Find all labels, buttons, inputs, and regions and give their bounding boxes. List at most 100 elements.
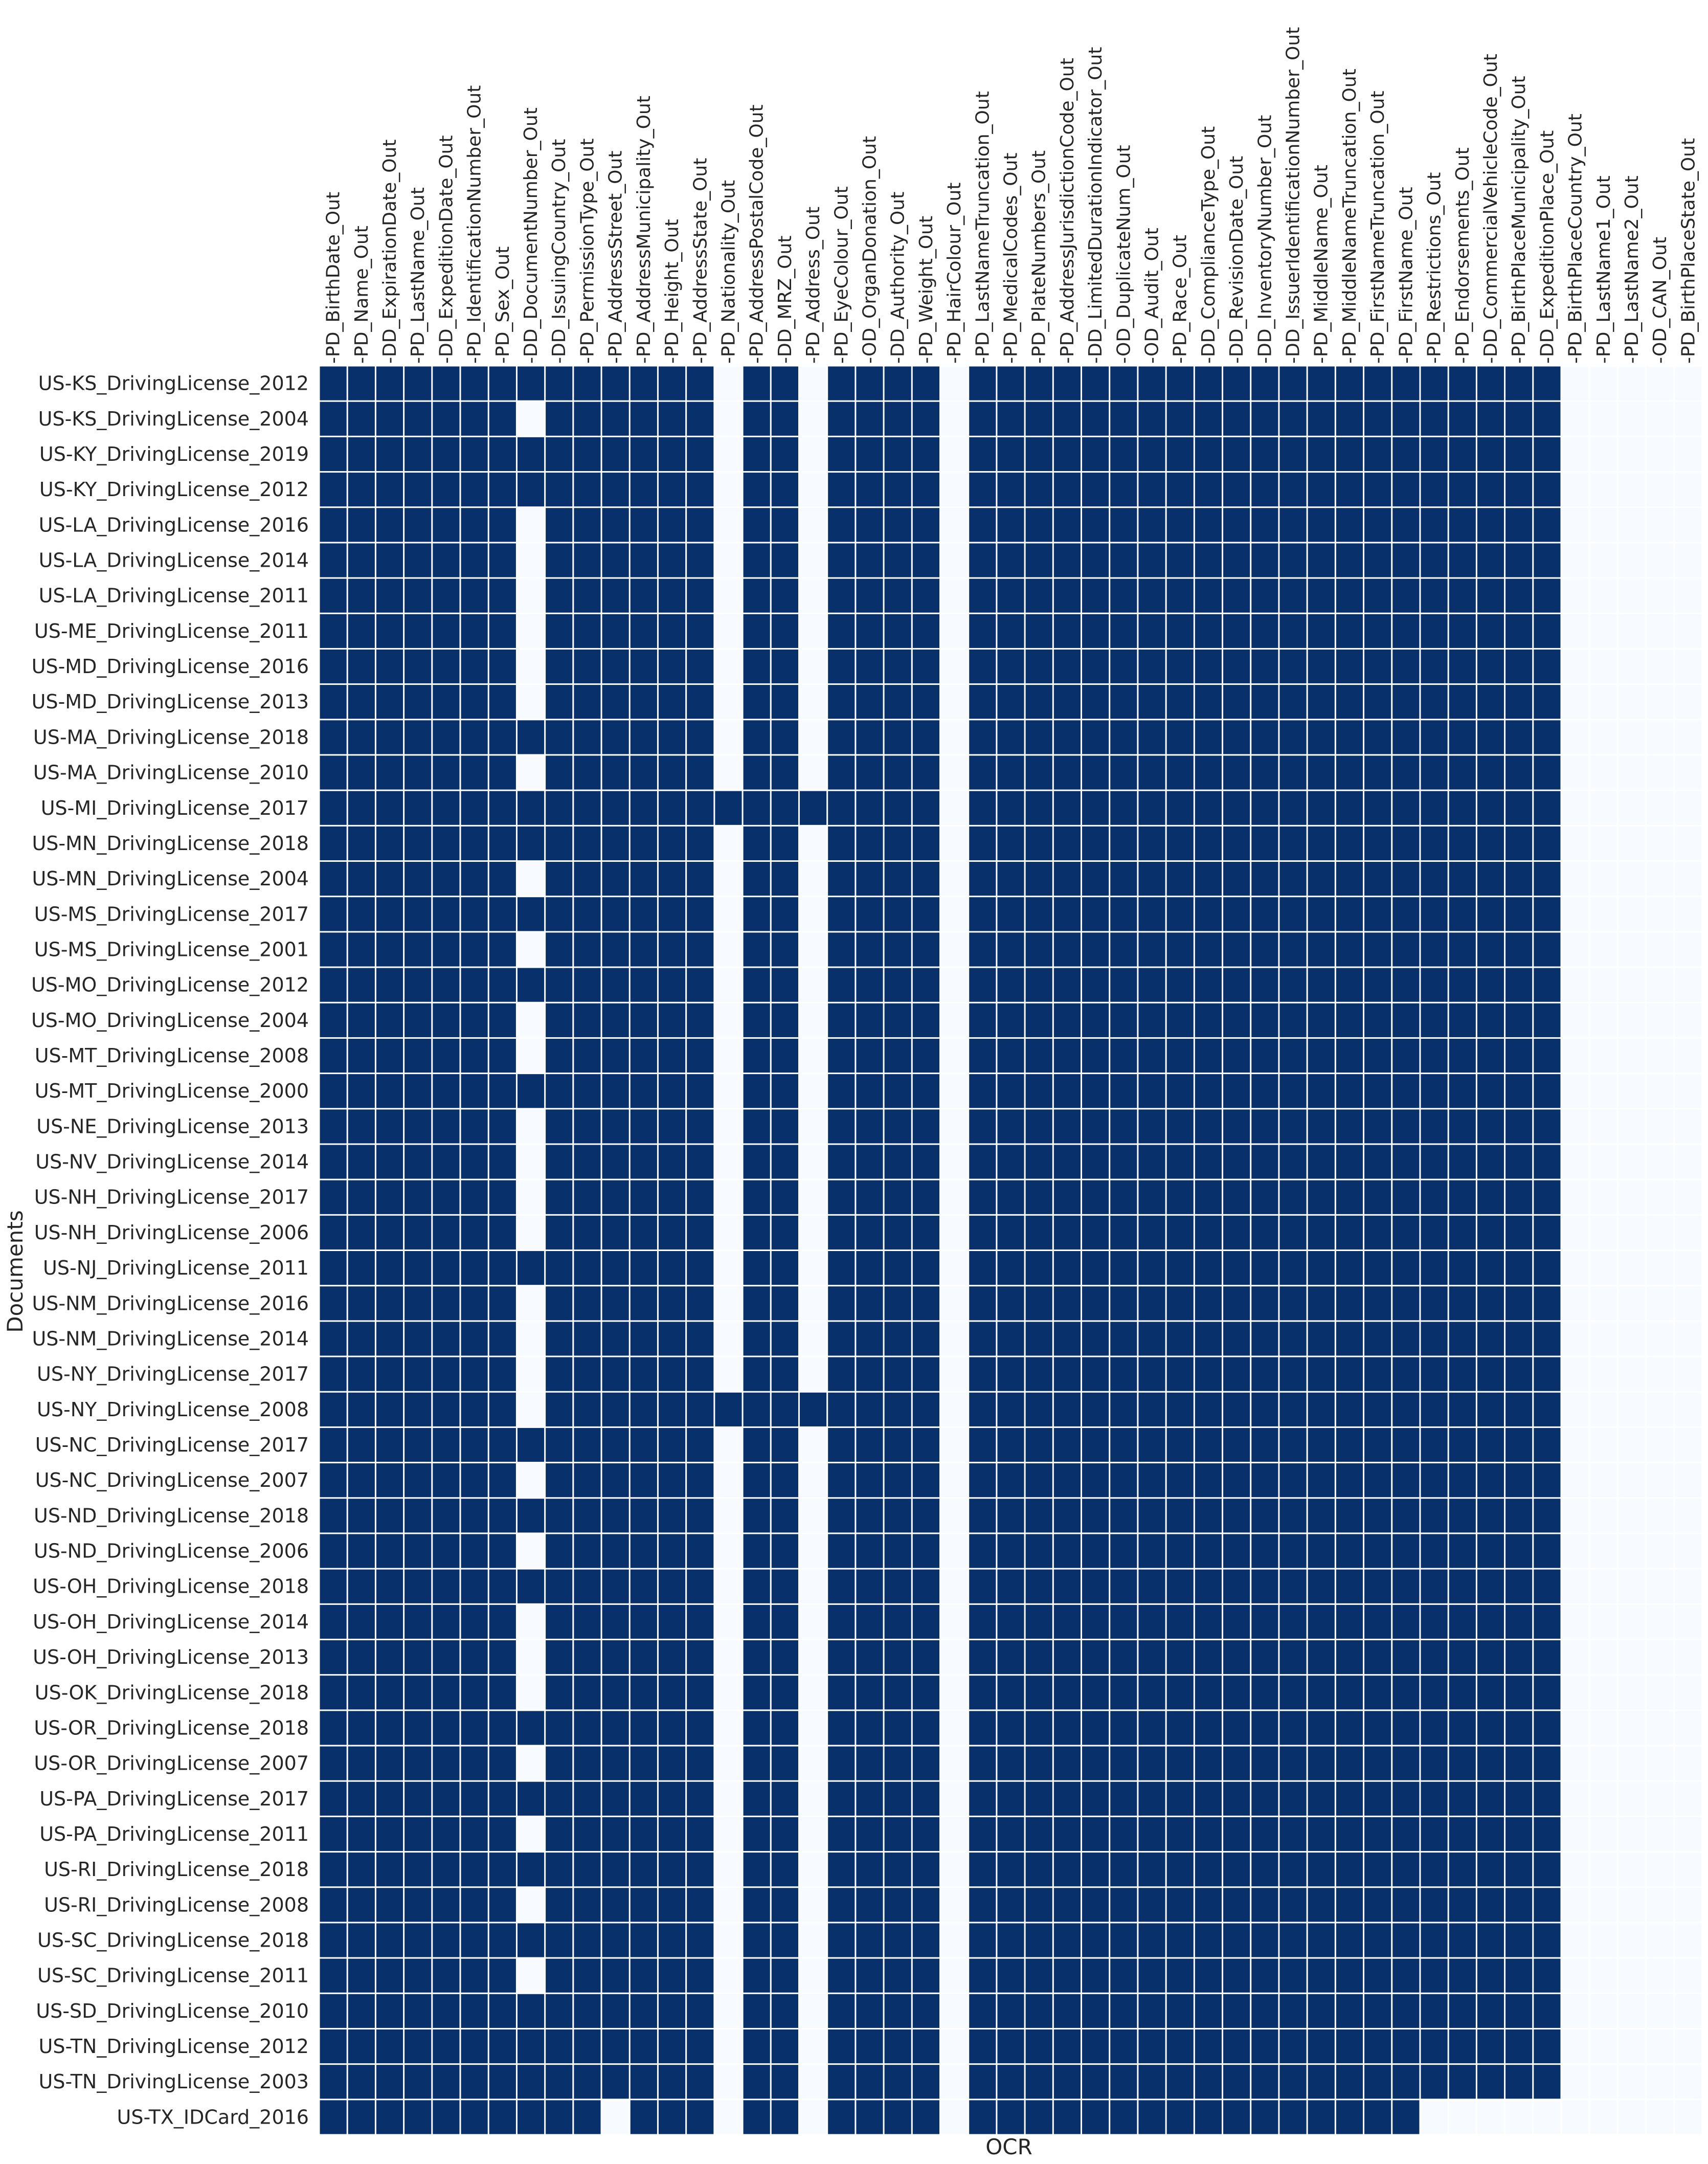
heatmap-cell [743,1215,770,1250]
heatmap-cell [1138,862,1165,896]
x-tick-label: -DD_InventoryNumber_Out [1254,115,1275,364]
heatmap-cell [1675,614,1702,648]
heatmap-cell [574,1676,601,1710]
heatmap-cell [1534,2100,1561,2134]
heatmap-cell [348,1640,375,1675]
heatmap-cell [1336,578,1363,613]
heatmap-cell [1166,1286,1194,1321]
heatmap-cell [1082,543,1109,577]
heatmap-cell [1336,1074,1363,1108]
heatmap-cell [658,473,686,507]
heatmap-cell [1562,1711,1589,1745]
heatmap-cell [630,1958,657,1993]
heatmap-cell [1336,2100,1363,2134]
heatmap-cell [1025,1958,1052,1993]
x-tick-label: -PD_IdentificationNumber_Out [464,85,485,364]
heatmap-cell [1562,508,1589,542]
heatmap-cell [1647,1499,1674,1533]
heatmap-cell [715,1286,742,1321]
heatmap-cell [1279,897,1307,931]
heatmap-cell [799,614,827,648]
heatmap-cell [1166,826,1194,861]
y-tick-label: US-NE_DrivingLicense_2013 [36,1115,309,1137]
heatmap-cell [884,1604,911,1639]
x-tick-label: -PD_MiddleNameTruncation_Out [1339,69,1360,364]
heatmap-cell [1534,685,1561,719]
heatmap-cell [687,2029,714,2064]
heatmap-cell [1195,1853,1222,1887]
heatmap-cell [517,1994,545,2028]
heatmap-cell [1138,508,1165,542]
heatmap-cell [1279,614,1307,648]
heatmap-cell [1392,1215,1420,1250]
heatmap-cell [1110,1676,1137,1710]
heatmap-cell [320,1676,347,1710]
y-tick-label: US-NM_DrivingLicense_2016 [32,1292,309,1314]
heatmap-cell [969,791,996,825]
heatmap-cell [1251,2065,1278,2099]
heatmap-cell [912,826,939,861]
heatmap-cell [404,720,432,754]
heatmap-cell [1195,1463,1222,1498]
y-tick-label: US-KY_DrivingLicense_2019 [39,443,309,465]
heatmap-cell [1195,1640,1222,1675]
heatmap-cell [1251,1534,1278,1568]
heatmap-cell [376,1853,403,1887]
heatmap-cell [1590,1322,1617,1356]
heatmap-cell [1279,1427,1307,1462]
heatmap-cell [517,1427,545,1462]
heatmap-cell [404,1923,432,1957]
heatmap-cell [1053,1463,1081,1498]
heatmap-cell [1053,1322,1081,1356]
heatmap-cell [1336,649,1363,684]
heatmap-cell [687,543,714,577]
heatmap-cell [574,2100,601,2134]
heatmap-cell [1364,649,1391,684]
heatmap-cell [1082,1180,1109,1214]
heatmap-cell [376,1817,403,1851]
heatmap-cell [715,508,742,542]
heatmap-cell [1025,1499,1052,1533]
heatmap-cell [1251,366,1278,400]
heatmap-cell [1392,578,1420,613]
heatmap-cell [1449,1604,1476,1639]
heatmap-cell [715,1392,742,1426]
heatmap-cell [489,1251,516,1285]
heatmap-cell [433,1038,460,1073]
x-tick-label: -DD_Authority_Out [888,192,909,364]
heatmap-cell [1364,366,1391,400]
heatmap-cell [320,1640,347,1675]
heatmap-cell [630,1357,657,1391]
heatmap-cell [658,543,686,577]
heatmap-cell [546,2029,573,2064]
x-tick-label: -DD_LimitedDurationIndicator_Out [1085,47,1106,364]
heatmap-cell [1336,1604,1363,1639]
heatmap-cell [1618,791,1646,825]
heatmap-cell [1534,614,1561,648]
heatmap-cell [1223,1499,1250,1533]
heatmap-cell [630,401,657,436]
heatmap-cell [602,932,629,967]
heatmap-cell [630,862,657,896]
y-tick-label: US-LA_DrivingLicense_2014 [39,549,309,572]
heatmap-cell [546,1817,573,1851]
heatmap-cell [828,720,855,754]
heatmap-cell [1562,2029,1589,2064]
heatmap-cell [1025,649,1052,684]
heatmap-cell [828,1640,855,1675]
heatmap-cell [1392,1534,1420,1568]
heatmap-cell [884,755,911,790]
heatmap-cell [1647,968,1674,1002]
heatmap-cell [433,1109,460,1144]
heatmap-cell [1138,1215,1165,1250]
heatmap-cell [320,2100,347,2134]
heatmap-cell [771,791,798,825]
heatmap-cell [1590,1180,1617,1214]
heatmap-cell [1223,1994,1250,2028]
heatmap-cell [1110,1711,1137,1745]
heatmap-cell [1562,1463,1589,1498]
heatmap-cell [376,1215,403,1250]
heatmap-cell [799,1746,827,1780]
heatmap-cell [404,1427,432,1462]
heatmap-cell [1166,1569,1194,1603]
